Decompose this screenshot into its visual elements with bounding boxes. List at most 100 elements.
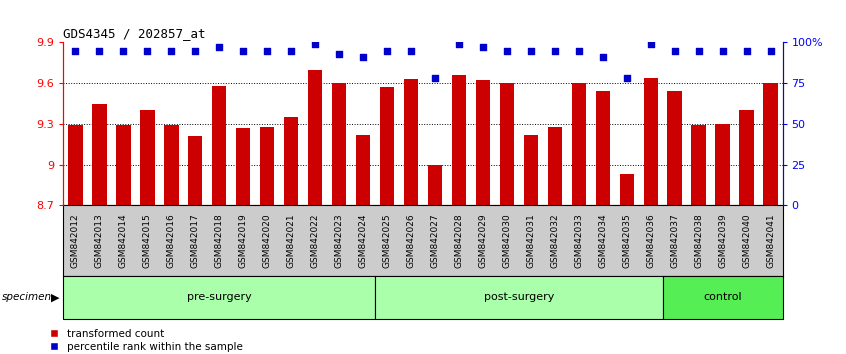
Text: GSM842031: GSM842031	[526, 213, 536, 268]
Point	[261, 48, 274, 53]
Bar	[619, 174, 634, 205]
Text: GSM842023: GSM842023	[335, 213, 343, 268]
Bar	[260, 127, 274, 205]
Point	[117, 48, 130, 53]
Point	[596, 54, 609, 60]
Text: pre-surgery: pre-surgery	[187, 292, 251, 302]
FancyBboxPatch shape	[375, 276, 662, 319]
Text: GSM842017: GSM842017	[191, 213, 200, 268]
Text: GSM842032: GSM842032	[551, 213, 559, 268]
Bar	[644, 78, 658, 205]
Point	[92, 48, 106, 53]
Text: GSM842018: GSM842018	[215, 213, 223, 268]
Text: post-surgery: post-surgery	[484, 292, 554, 302]
Text: GSM842019: GSM842019	[239, 213, 248, 268]
Text: GSM842024: GSM842024	[359, 213, 367, 268]
Text: GSM842014: GSM842014	[119, 213, 128, 268]
Point	[284, 48, 298, 53]
Text: GSM842030: GSM842030	[503, 213, 511, 268]
Point	[476, 45, 490, 50]
Bar	[547, 127, 562, 205]
Point	[189, 48, 202, 53]
Bar	[500, 83, 514, 205]
Point	[404, 48, 418, 53]
Text: GSM842028: GSM842028	[454, 213, 464, 268]
Bar	[308, 70, 322, 205]
Point	[140, 48, 154, 53]
Point	[716, 48, 729, 53]
Text: control: control	[703, 292, 742, 302]
Text: GSM842034: GSM842034	[598, 213, 607, 268]
Text: GSM842040: GSM842040	[742, 213, 751, 268]
Point	[428, 75, 442, 81]
Point	[212, 45, 226, 50]
Text: GSM842041: GSM842041	[766, 213, 775, 268]
Text: GDS4345 / 202857_at: GDS4345 / 202857_at	[63, 27, 206, 40]
Bar	[716, 124, 730, 205]
Point	[524, 48, 537, 53]
Bar	[475, 80, 490, 205]
Text: GSM842037: GSM842037	[670, 213, 679, 268]
Bar	[92, 104, 107, 205]
Bar	[691, 125, 706, 205]
Point	[452, 41, 465, 47]
Point	[644, 41, 657, 47]
Legend: transformed count, percentile rank within the sample: transformed count, percentile rank withi…	[39, 324, 247, 354]
Point	[667, 48, 681, 53]
Point	[572, 48, 585, 53]
Text: GSM842038: GSM842038	[695, 213, 703, 268]
Point	[548, 48, 562, 53]
Text: GSM842036: GSM842036	[646, 213, 655, 268]
Text: GSM842025: GSM842025	[382, 213, 392, 268]
Bar	[140, 110, 155, 205]
Point	[620, 75, 634, 81]
Point	[236, 48, 250, 53]
Text: GSM842016: GSM842016	[167, 213, 176, 268]
Text: ▶: ▶	[51, 292, 59, 302]
Point	[692, 48, 706, 53]
Point	[356, 54, 370, 60]
Bar	[667, 91, 682, 205]
Bar	[380, 87, 394, 205]
Bar	[164, 125, 179, 205]
Text: GSM842021: GSM842021	[287, 213, 295, 268]
Bar	[572, 83, 586, 205]
Point	[380, 48, 393, 53]
Bar	[404, 79, 418, 205]
Point	[764, 48, 777, 53]
Point	[164, 48, 178, 53]
Text: GSM842020: GSM842020	[263, 213, 272, 268]
Text: GSM842022: GSM842022	[310, 213, 320, 268]
Bar	[524, 135, 538, 205]
Point	[500, 48, 514, 53]
Text: GSM842027: GSM842027	[431, 213, 439, 268]
Bar	[69, 125, 83, 205]
Text: GSM842029: GSM842029	[479, 213, 487, 268]
Bar	[236, 128, 250, 205]
Text: GSM842013: GSM842013	[95, 213, 104, 268]
Bar	[739, 110, 754, 205]
Point	[739, 48, 753, 53]
Text: specimen: specimen	[2, 292, 52, 302]
Bar	[188, 136, 202, 205]
Point	[332, 51, 346, 57]
Text: GSM842015: GSM842015	[143, 213, 151, 268]
Bar	[596, 91, 610, 205]
Bar	[763, 83, 777, 205]
FancyBboxPatch shape	[63, 276, 375, 319]
Text: GSM842035: GSM842035	[623, 213, 631, 268]
Bar	[284, 117, 299, 205]
Bar	[116, 125, 130, 205]
Bar	[452, 75, 466, 205]
Point	[308, 41, 321, 47]
Bar	[356, 135, 371, 205]
Text: GSM842026: GSM842026	[407, 213, 415, 268]
Text: GSM842039: GSM842039	[718, 213, 727, 268]
Bar	[332, 83, 346, 205]
Text: GSM842033: GSM842033	[574, 213, 583, 268]
FancyBboxPatch shape	[662, 276, 783, 319]
Bar	[212, 86, 227, 205]
Bar	[428, 165, 442, 205]
Point	[69, 48, 82, 53]
Text: GSM842012: GSM842012	[71, 213, 80, 268]
